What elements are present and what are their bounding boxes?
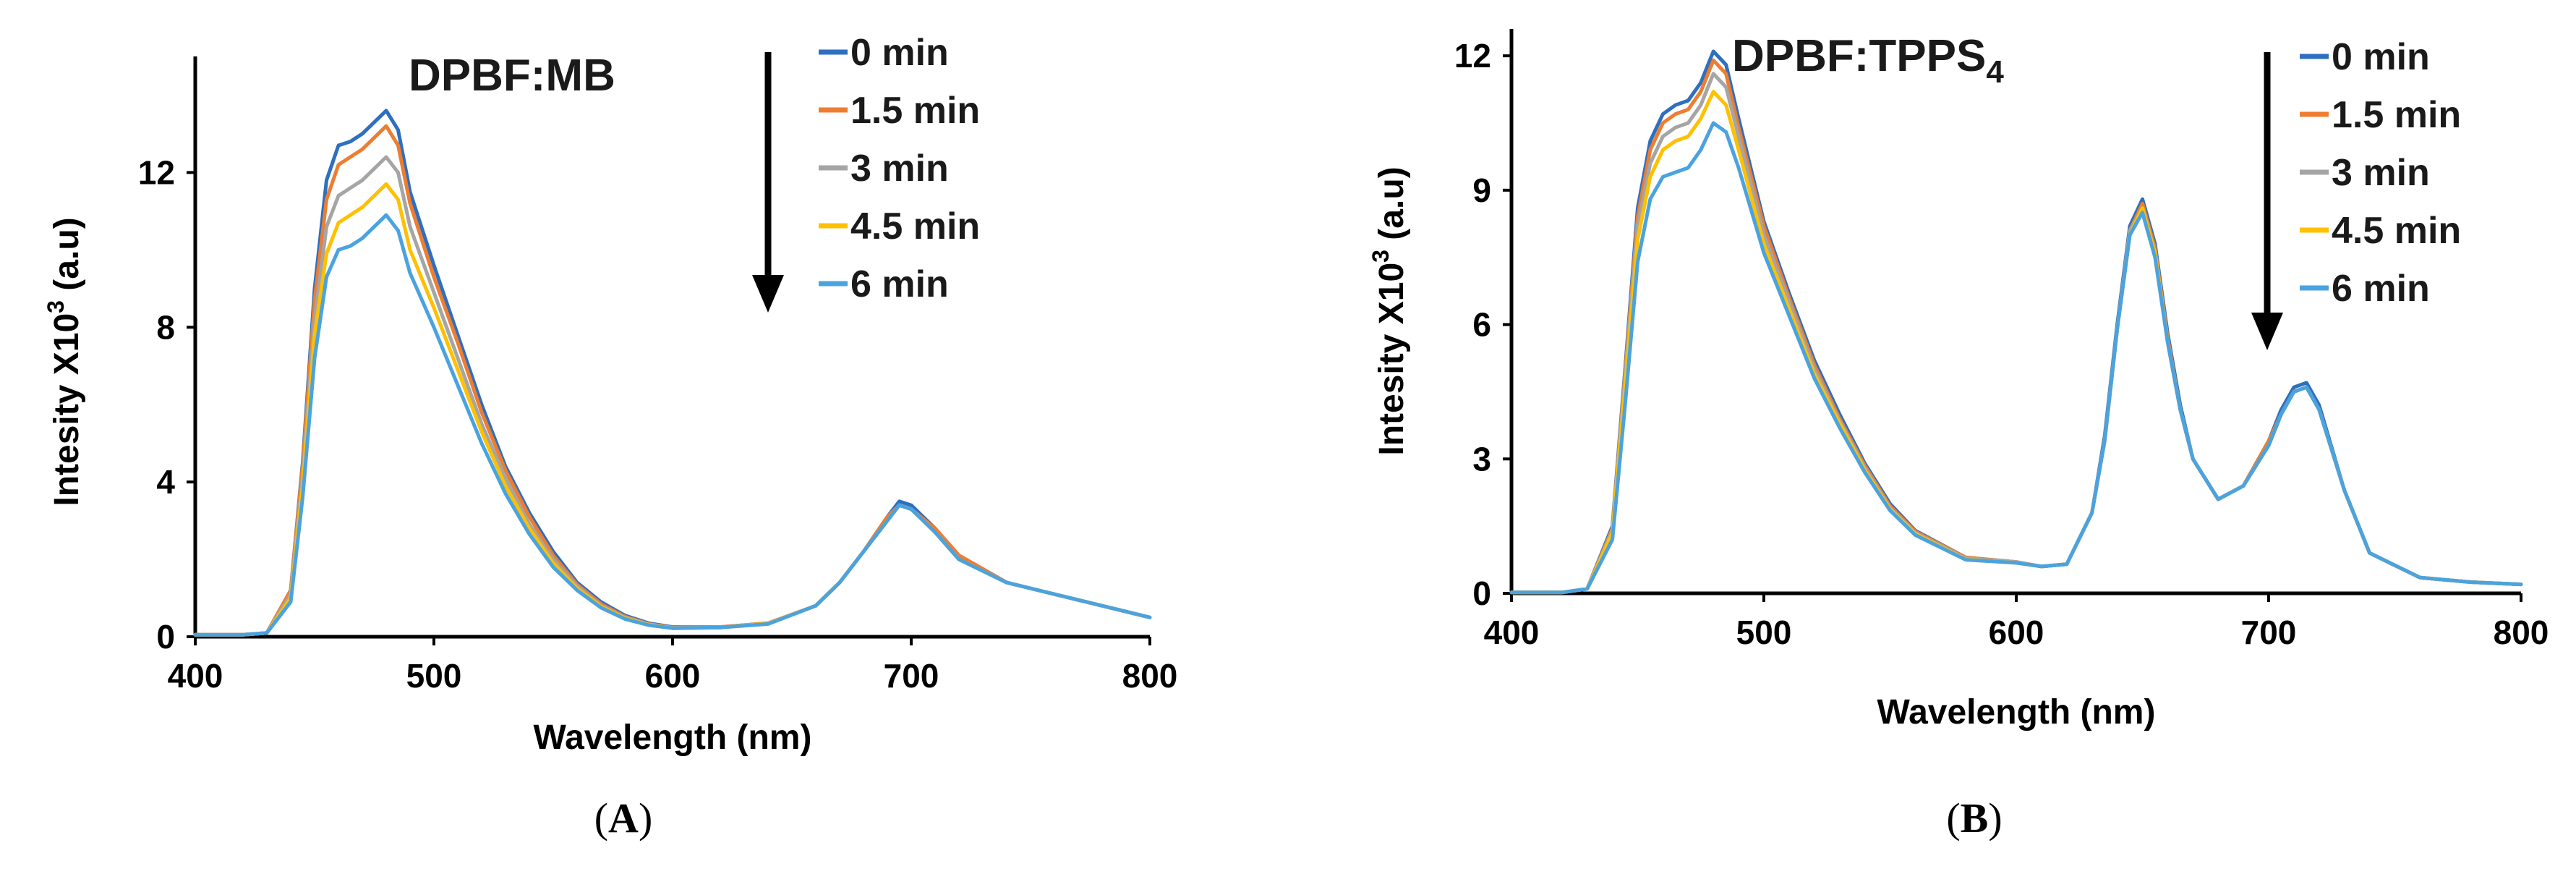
legend-label: 6 min <box>850 263 949 305</box>
series-line-5 <box>193 213 1152 637</box>
chart-panel-a: 400 500 600 700 800 0 4 8 12 DPBF:MB Intesity X… <box>43 32 1177 842</box>
x-tick-label: 700 <box>884 657 939 695</box>
series-lines <box>193 109 1152 637</box>
y-tick-label: 12 <box>1454 37 1491 75</box>
y-tick-labels: 0 4 8 12 <box>138 153 195 656</box>
chart-title: DPBF:TPPS4 <box>1732 31 2004 90</box>
x-tick-label: 500 <box>406 657 462 695</box>
legend-label: 1.5 min <box>850 90 980 132</box>
legend-label: 3 min <box>850 148 949 190</box>
panel-label-a: (A) <box>594 794 653 842</box>
x-tick-label: 400 <box>168 657 223 695</box>
trend-arrow <box>752 52 784 313</box>
legend-label: 6 min <box>2332 268 2430 310</box>
series-line-5 <box>1509 121 2523 595</box>
y-tick-label: 8 <box>156 308 175 346</box>
chart-panel-b: 400 500 600 700 800 0 3 6 9 12 DPBF:TPPS4 Intesi… <box>1368 29 2549 842</box>
series-line-2 <box>193 124 1152 637</box>
y-axis-title: Intesity X103 (a.u) <box>1368 166 1411 455</box>
legend-label: 1.5 min <box>2332 94 2461 136</box>
trend-arrow <box>2251 52 2283 350</box>
y-tick-label: 4 <box>156 463 175 501</box>
series-line-1 <box>193 109 1152 637</box>
legend: 0 min 1.5 min 3 min 4.5 min 6 min <box>819 32 980 305</box>
x-tick-label: 400 <box>1484 614 1540 651</box>
chart-title: DPBF:MB <box>409 51 615 101</box>
legend-label: 3 min <box>2332 152 2430 194</box>
x-axis-title: Wavelength (nm) <box>1877 693 2156 732</box>
legend-label: 4.5 min <box>2332 210 2461 252</box>
x-tick-labels: 400 500 600 700 800 <box>1484 593 2549 651</box>
x-tick-label: 800 <box>2494 614 2549 651</box>
x-axis-title: Wavelength (nm) <box>534 718 812 757</box>
x-tick-label: 600 <box>1989 614 2044 651</box>
y-tick-labels: 0 3 6 9 12 <box>1454 37 1511 612</box>
legend: 0 min 1.5 min 3 min 4.5 min 6 min <box>2300 36 2461 310</box>
y-tick-label: 0 <box>156 618 175 656</box>
legend-label: 4.5 min <box>850 205 980 247</box>
y-tick-label: 3 <box>1472 440 1491 478</box>
y-tick-label: 6 <box>1472 306 1491 344</box>
y-tick-label: 9 <box>1472 171 1491 209</box>
x-tick-label: 500 <box>1736 614 1792 651</box>
series-line-3 <box>193 155 1152 637</box>
legend-label: 0 min <box>850 32 949 74</box>
x-tick-label: 600 <box>645 657 701 695</box>
y-tick-label: 0 <box>1472 575 1491 612</box>
series-lines <box>1509 49 2523 595</box>
x-tick-label: 700 <box>2241 614 2297 651</box>
y-tick-label: 12 <box>138 153 175 191</box>
legend-label: 0 min <box>2332 36 2430 78</box>
panel-label-b: (B) <box>1946 794 2002 842</box>
x-tick-label: 800 <box>1122 657 1178 695</box>
x-tick-labels: 400 500 600 700 800 <box>168 637 1178 695</box>
y-axis-title: Intesity X103 (a.u) <box>43 217 86 506</box>
